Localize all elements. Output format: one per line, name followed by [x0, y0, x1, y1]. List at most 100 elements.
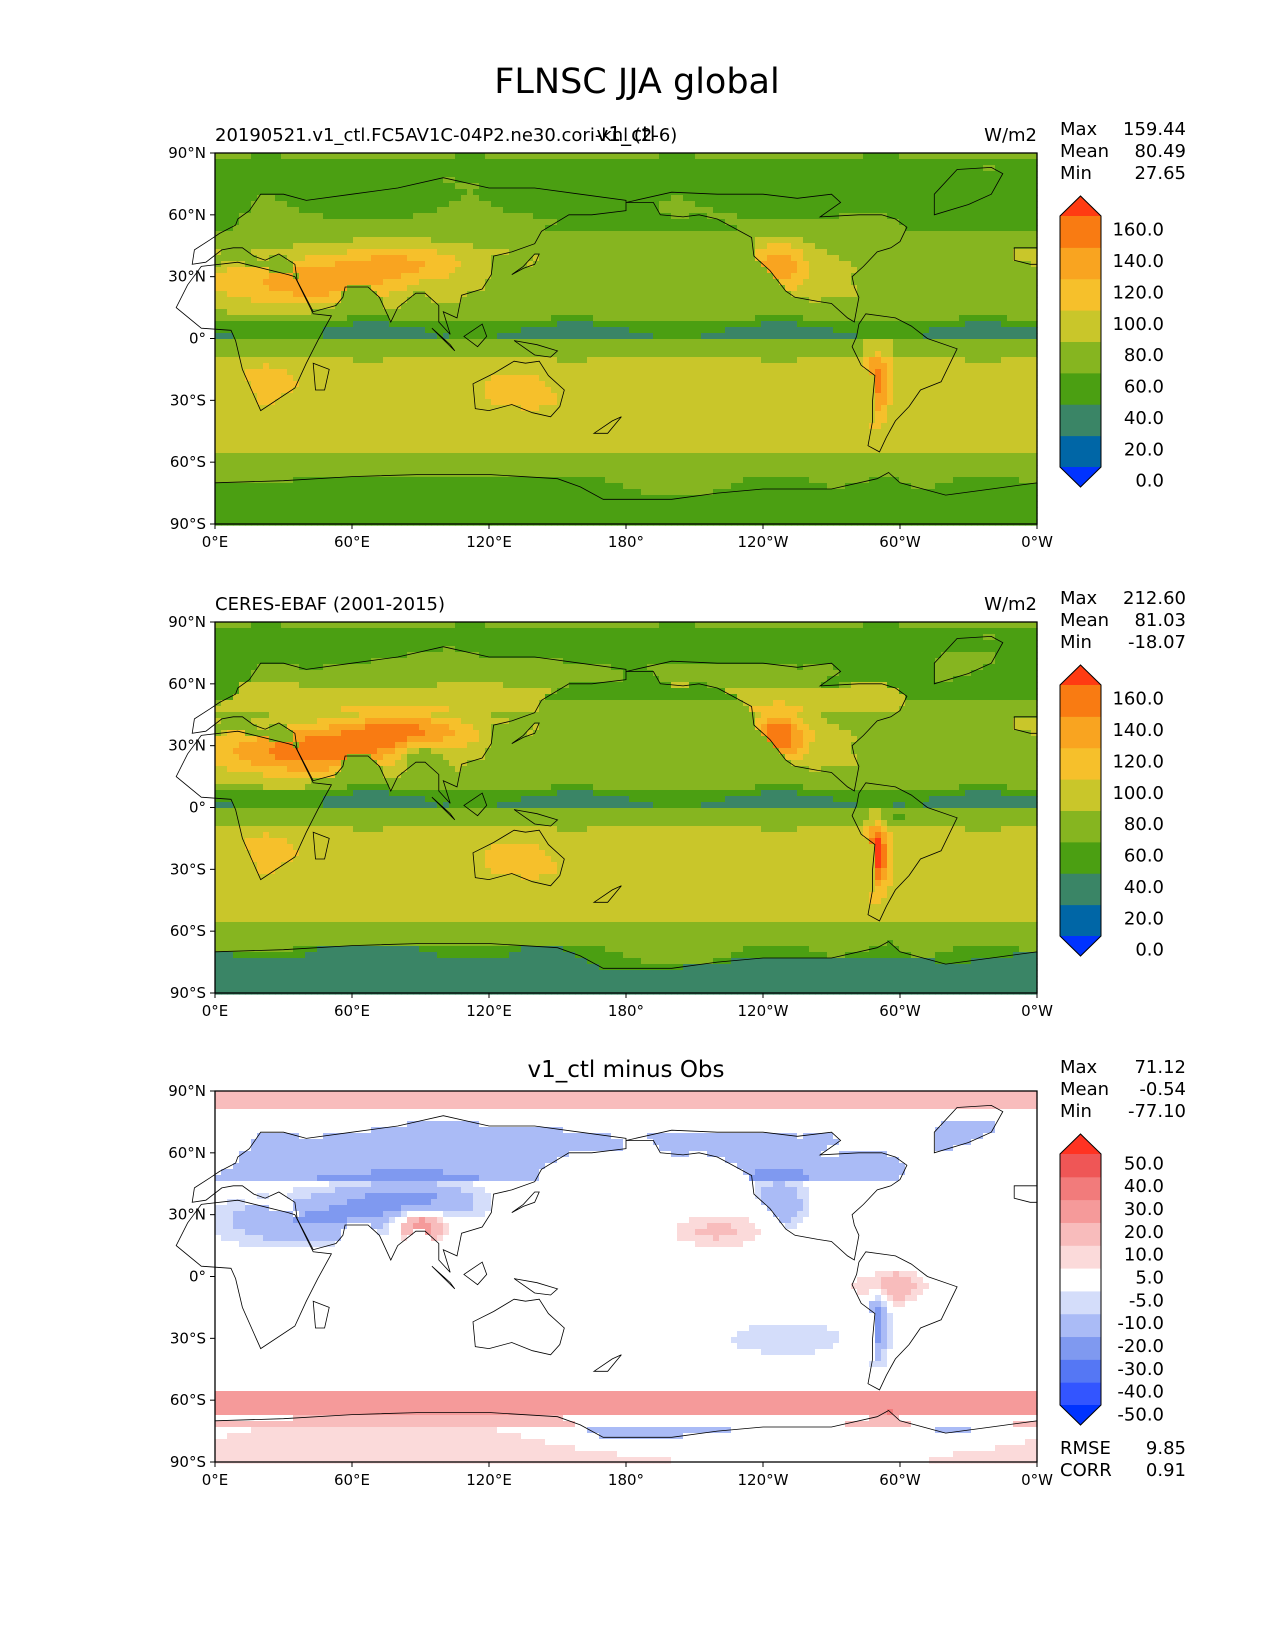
colorbar: 50.040.030.020.010.05.0-5.0-10.0-20.0-30… — [1060, 1134, 1164, 1425]
figure-title: FLNSC JJA global — [494, 62, 779, 102]
y-tick-label: 0° — [189, 330, 206, 348]
colorbar-band — [1060, 779, 1101, 811]
colorbar-band — [1060, 1359, 1101, 1382]
y-tick-label: 30°N — [168, 268, 206, 286]
metric-label: RMSE — [1060, 1438, 1111, 1459]
x-tick-label: 0°E — [202, 1471, 229, 1489]
colorbar-band — [1060, 1314, 1101, 1337]
map-panel-1: 0°E 60°E 120°E 180° 120°W 60°W 0°W90°N60°N30°N… — [168, 119, 1186, 551]
colorbar-label: 30.0 — [1124, 1199, 1164, 1220]
colorbar-band — [1060, 905, 1101, 937]
colorbar-top-extend — [1060, 665, 1101, 685]
x-tick-label: 120°E — [466, 1471, 512, 1489]
panel-units: W/m2 — [984, 594, 1037, 615]
y-tick-label: 90°S — [170, 515, 206, 533]
x-tick-label: 180° — [608, 533, 644, 551]
colorbar-band — [1060, 216, 1101, 248]
x-tick-label: 0°W — [1021, 1002, 1053, 1020]
y-axis: 90°N60°N30°N0°30°S60°S90°S — [168, 144, 215, 533]
y-tick-label: 60°N — [168, 1144, 206, 1162]
colorbar-label: 80.0 — [1124, 814, 1164, 835]
map-panel-3: 0°E 60°E 120°E 180° 120°W 60°W 0°W90°N60°N30°N… — [168, 1057, 1186, 1489]
stat-label: Min — [1060, 632, 1092, 653]
colorbar-bottom-extend — [1060, 936, 1101, 956]
colorbar-label: 40.0 — [1124, 877, 1164, 898]
colorbar-bottom-extend — [1060, 467, 1101, 487]
y-tick-label: 30°S — [170, 860, 206, 878]
colorbar-label: 20.0 — [1124, 908, 1164, 929]
y-tick-label: 60°N — [168, 675, 206, 693]
x-tick-label: 60°E — [334, 533, 370, 551]
colorbar-label: 160.0 — [1112, 689, 1164, 710]
colorbar-band — [1060, 1382, 1101, 1405]
colorbar-band — [1060, 1337, 1101, 1360]
colorbar-label: 120.0 — [1112, 282, 1164, 303]
colorbar-label: -20.0 — [1117, 1336, 1164, 1357]
stat-value: 81.03 — [1134, 610, 1186, 631]
stat-label: Min — [1060, 1101, 1092, 1122]
stat-value: 212.60 — [1123, 588, 1186, 609]
panel-units: W/m2 — [984, 125, 1037, 146]
colorbar-label: -50.0 — [1117, 1404, 1164, 1425]
y-tick-label: 30°N — [168, 1206, 206, 1224]
colorbar-label: -10.0 — [1117, 1313, 1164, 1334]
panel-title-center: v1_ctl — [597, 122, 656, 146]
colorbar-band — [1060, 1291, 1101, 1314]
colorbar-band — [1060, 342, 1101, 374]
stat-label: Max — [1060, 119, 1098, 140]
colorbar-band — [1060, 685, 1101, 717]
x-tick-label: 60°W — [879, 1471, 921, 1489]
colorbar-label: 50.0 — [1124, 1153, 1164, 1174]
x-tick-label: 120°W — [738, 533, 789, 551]
y-tick-label: 0° — [189, 1268, 206, 1286]
colorbar-label: 100.0 — [1112, 314, 1164, 335]
stats-block: Max 212.60 Mean 81.03 Min -18.07 — [1060, 588, 1186, 653]
colorbar-label: 60.0 — [1124, 846, 1164, 867]
x-tick-label: 60°W — [879, 1002, 921, 1020]
colorbar-label: 20.0 — [1124, 1222, 1164, 1243]
x-tick-label: 60°E — [334, 1471, 370, 1489]
colorbar-label: 40.0 — [1124, 408, 1164, 429]
colorbar-label: 120.0 — [1112, 751, 1164, 772]
x-axis: 0°E 60°E 120°E 180° 120°W 60°W 0°W — [202, 1462, 1053, 1489]
colorbar-label: 140.0 — [1112, 720, 1164, 741]
y-tick-label: 30°S — [170, 391, 206, 409]
figure: FLNSC JJA global 0°E 60°E 120°E 180° 120°W 60… — [0, 0, 1275, 1650]
stat-label: Mean — [1060, 1079, 1109, 1100]
y-tick-label: 30°N — [168, 737, 206, 755]
stat-label: Max — [1060, 588, 1098, 609]
colorbar-band — [1060, 373, 1101, 405]
colorbar-band — [1060, 1268, 1101, 1291]
colorbar-label: 140.0 — [1112, 251, 1164, 272]
x-tick-label: 120°W — [738, 1002, 789, 1020]
x-tick-label: 0°E — [202, 1002, 229, 1020]
colorbar-band — [1060, 279, 1101, 311]
y-tick-label: 90°S — [170, 1453, 206, 1471]
colorbar-label: 40.0 — [1124, 1176, 1164, 1197]
y-tick-label: 90°N — [168, 613, 206, 631]
x-axis: 0°E 60°E 120°E 180° 120°W 60°W 0°W — [202, 524, 1053, 551]
colorbar-band — [1060, 436, 1101, 468]
colorbar-label: -30.0 — [1117, 1359, 1164, 1380]
x-tick-label: 180° — [608, 1471, 644, 1489]
x-tick-label: 120°E — [466, 1002, 512, 1020]
x-tick-label: 120°W — [738, 1471, 789, 1489]
stat-value: -18.07 — [1128, 632, 1186, 653]
stat-value: 27.65 — [1134, 163, 1186, 184]
stat-label: Mean — [1060, 610, 1109, 631]
map-panel-2: 0°E 60°E 120°E 180° 120°W 60°W 0°W90°N60°N30°N… — [168, 588, 1186, 1020]
y-axis: 90°N60°N30°N0°30°S60°S90°S — [168, 613, 215, 1002]
colorbar-label: 160.0 — [1112, 220, 1164, 241]
x-tick-label: 120°E — [466, 533, 512, 551]
y-tick-label: 30°S — [170, 1329, 206, 1347]
colorbar-band — [1060, 1177, 1101, 1200]
y-tick-label: 60°N — [168, 206, 206, 224]
y-tick-label: 90°N — [168, 144, 206, 162]
stat-value: 80.49 — [1134, 141, 1186, 162]
x-tick-label: 180° — [608, 1002, 644, 1020]
y-tick-label: 60°S — [170, 922, 206, 940]
